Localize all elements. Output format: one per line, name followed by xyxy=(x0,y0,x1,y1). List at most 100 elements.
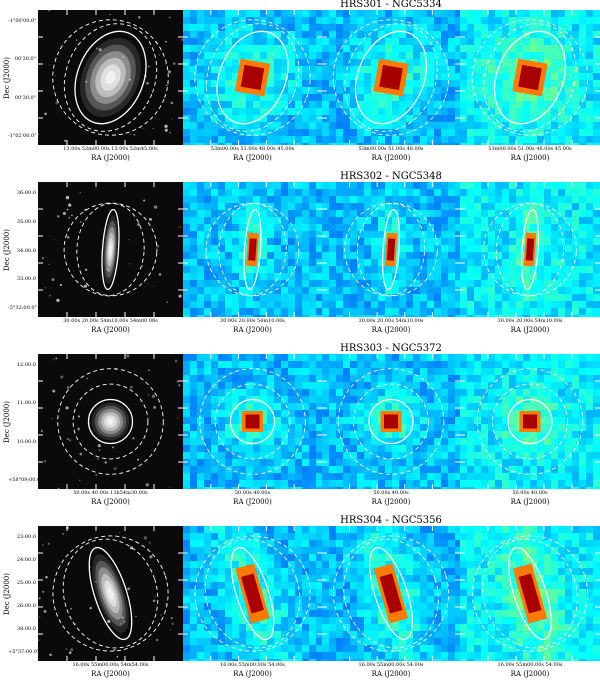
flux-map xyxy=(322,182,460,317)
star xyxy=(149,542,151,544)
star xyxy=(79,480,81,482)
star xyxy=(149,218,152,221)
heatmap-panel xyxy=(183,526,322,661)
x-axis-label: RA (J2000) xyxy=(460,670,600,679)
star xyxy=(135,616,136,617)
star xyxy=(172,623,174,625)
star xyxy=(68,203,71,206)
star xyxy=(44,460,46,462)
flux-map xyxy=(460,354,600,489)
x-tick-labels: 53m00.00s 51.00s 48.00s 45.00s xyxy=(460,146,600,154)
star xyxy=(148,66,149,67)
star xyxy=(62,533,64,535)
optical-image-panel xyxy=(38,10,183,145)
star xyxy=(140,401,141,402)
star xyxy=(153,600,156,603)
x-tick-labels: 30.00s 20.00s 54m10.00s 54m00.00s xyxy=(38,318,183,326)
star xyxy=(117,656,119,658)
flux-map xyxy=(460,182,600,317)
star xyxy=(90,607,92,609)
x-axis-label: RA (J2000) xyxy=(460,326,600,335)
optical-image xyxy=(38,354,183,489)
star xyxy=(54,239,55,240)
star xyxy=(67,209,69,211)
galaxy xyxy=(92,403,130,441)
star xyxy=(165,129,168,132)
star xyxy=(87,378,89,380)
star xyxy=(85,269,87,271)
x-tick-labels: 30.00s 20.00s 54m10.00s xyxy=(322,318,460,326)
star xyxy=(170,629,171,630)
heatmap-panel xyxy=(322,354,460,489)
heatmap-panel xyxy=(460,354,600,489)
source-core xyxy=(235,59,270,97)
star xyxy=(79,192,81,194)
x-axis-label: RA (J2000) xyxy=(322,498,460,507)
star xyxy=(160,614,161,615)
star xyxy=(155,241,156,242)
heatmap-panel xyxy=(460,182,600,317)
star xyxy=(166,301,168,303)
star xyxy=(171,118,172,119)
x-tick-labels: 16.00s 55m00.00s 54.00s xyxy=(460,662,600,670)
star xyxy=(49,64,50,65)
star xyxy=(119,532,120,533)
optical-image xyxy=(38,526,183,661)
x-tick-labels: 50.00s 40.00s 13h54m30.00s xyxy=(38,490,183,498)
x-tick-labels: 30.00s 20.00s 54m10.00s xyxy=(460,318,600,326)
heatmap-panel xyxy=(322,10,460,145)
flux-map xyxy=(322,526,460,661)
star xyxy=(57,215,60,218)
star xyxy=(179,295,182,298)
y-tick-label: 38:00.0 xyxy=(8,626,36,632)
flux-map xyxy=(183,182,322,317)
x-axis-label: RA (J2000) xyxy=(322,670,460,679)
x-axis-label: RA (J2000) xyxy=(460,498,600,507)
star xyxy=(170,487,171,488)
x-axis-label: RA (J2000) xyxy=(183,326,322,335)
star xyxy=(159,273,162,276)
star xyxy=(80,221,82,223)
star xyxy=(178,384,180,386)
star xyxy=(171,102,173,104)
star xyxy=(42,544,43,545)
star xyxy=(114,649,116,651)
star xyxy=(126,354,129,357)
row-title: HRS302 - NGC5348 xyxy=(182,172,600,182)
star xyxy=(66,648,67,649)
star xyxy=(95,474,97,476)
x-axis-label: RA (J2000) xyxy=(38,670,183,679)
y-tick-label: 34:00.0 xyxy=(8,248,36,254)
star xyxy=(39,597,41,599)
heatmap-panel xyxy=(183,10,322,145)
optical-image-panel xyxy=(38,526,183,661)
star xyxy=(67,236,70,239)
source-core xyxy=(373,59,408,97)
star xyxy=(105,461,107,463)
star xyxy=(44,610,47,613)
star xyxy=(99,449,101,451)
star xyxy=(63,212,66,215)
x-tick-labels: 50.00s 40.00s xyxy=(460,490,600,498)
source-core xyxy=(381,411,402,432)
flux-map xyxy=(183,354,322,489)
x-tick-labels: 16.00s 55m00.00s 54.00s xyxy=(183,662,322,670)
star xyxy=(55,76,56,77)
star xyxy=(143,199,145,201)
heatmap-panel xyxy=(460,10,600,145)
x-tick-labels: 30.00s 20.00s 54m10.00s xyxy=(183,318,322,326)
star xyxy=(42,591,44,593)
heatmap-panel xyxy=(183,182,322,317)
y-tick-label: 00'30.0" xyxy=(8,95,36,101)
star xyxy=(49,654,51,656)
star xyxy=(41,430,43,432)
star xyxy=(45,576,48,579)
y-tick-label: 24:00.0 xyxy=(8,557,36,563)
star xyxy=(110,14,111,15)
y-tick-label: +58°09:00.0" xyxy=(8,477,36,483)
star xyxy=(180,227,181,228)
flux-map xyxy=(183,10,322,145)
star xyxy=(51,418,52,419)
star xyxy=(79,453,82,456)
